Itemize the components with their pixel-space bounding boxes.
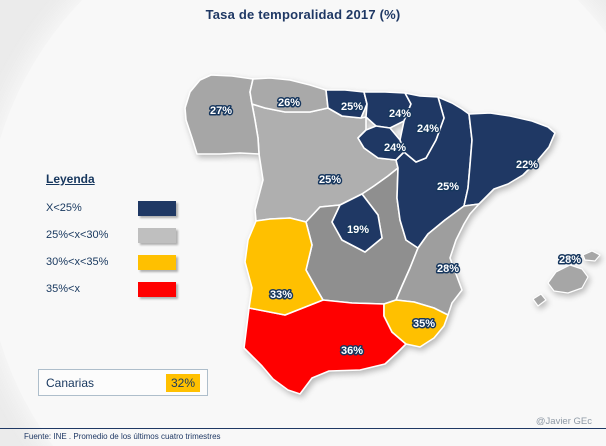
legend-swatch-gray (138, 227, 176, 243)
credit-note: @Javier GEc (535, 416, 592, 427)
value-label-galicia: 27% (210, 105, 232, 117)
region-la-rioja (357, 125, 405, 161)
legend-swatch-yellow (138, 254, 176, 270)
legend: Leyenda X<25% 25%<x<30% 30%<x<35% 35%<x (46, 172, 176, 297)
value-label-islas-baleares: 28% (559, 254, 581, 266)
value-label-navarra: 24% (417, 123, 439, 135)
map-value-labels: 27% 26% 25% 24% 24% 24% 25% 25% 22% 19% … (208, 96, 582, 359)
island-mallorca (547, 264, 589, 294)
value-label-pais-vasco: 24% (389, 108, 411, 120)
region-madrid (331, 193, 383, 253)
region-cantabria (325, 89, 368, 119)
region-extremadura (244, 217, 324, 316)
source-note: Fuente: INE . Promedio de los últimos cu… (24, 432, 221, 441)
legend-item: X<25% (46, 200, 176, 216)
legend-swatch-red (138, 281, 176, 297)
legend-item: 30%<x<35% (46, 254, 176, 270)
value-label-murcia: 35% (413, 318, 435, 330)
canarias-value: 32% (165, 373, 200, 392)
island-ibiza (532, 293, 547, 307)
legend-label: 25%<x<30% (46, 229, 109, 241)
legend-label: X<25% (46, 202, 82, 214)
island-menorca (582, 250, 601, 262)
legend-label: 30%<x<35% (46, 256, 109, 268)
region-cataluna (463, 112, 556, 207)
value-label-cataluna: 22% (516, 159, 538, 171)
footer-divider (0, 428, 606, 429)
value-label-castilla-y-leon: 25% (319, 174, 341, 186)
canarias-box: Canarias 32% (38, 369, 208, 396)
value-label-andalucia: 36% (341, 345, 363, 357)
value-label-cantabria: 25% (341, 101, 363, 113)
value-label-comunidad-valenciana: 28% (437, 263, 459, 275)
canarias-label: Canarias (46, 375, 95, 390)
value-label-la-rioja: 24% (384, 142, 406, 154)
legend-item: 25%<x<30% (46, 227, 176, 243)
region-navarra (399, 92, 445, 163)
value-label-aragon: 25% (437, 181, 459, 193)
legend-item: 35%<x (46, 281, 176, 297)
legend-heading: Leyenda (46, 172, 95, 186)
value-label-extremadura: 33% (270, 289, 292, 301)
page-title: Tasa de temporalidad 2017 (%) (205, 7, 401, 22)
map-regions (184, 74, 601, 395)
legend-label: 35%<x (46, 283, 80, 295)
value-label-asturias: 26% (278, 97, 300, 109)
region-murcia (383, 299, 449, 348)
region-pais-vasco (363, 91, 412, 129)
region-asturias (249, 77, 329, 113)
region-andalucia (243, 299, 407, 395)
value-label-madrid: 19% (347, 224, 369, 236)
legend-swatch-navy (138, 200, 176, 216)
